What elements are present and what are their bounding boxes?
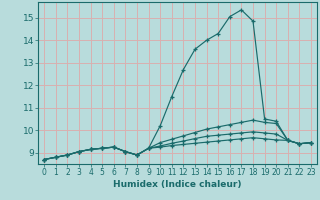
X-axis label: Humidex (Indice chaleur): Humidex (Indice chaleur) <box>113 180 242 189</box>
